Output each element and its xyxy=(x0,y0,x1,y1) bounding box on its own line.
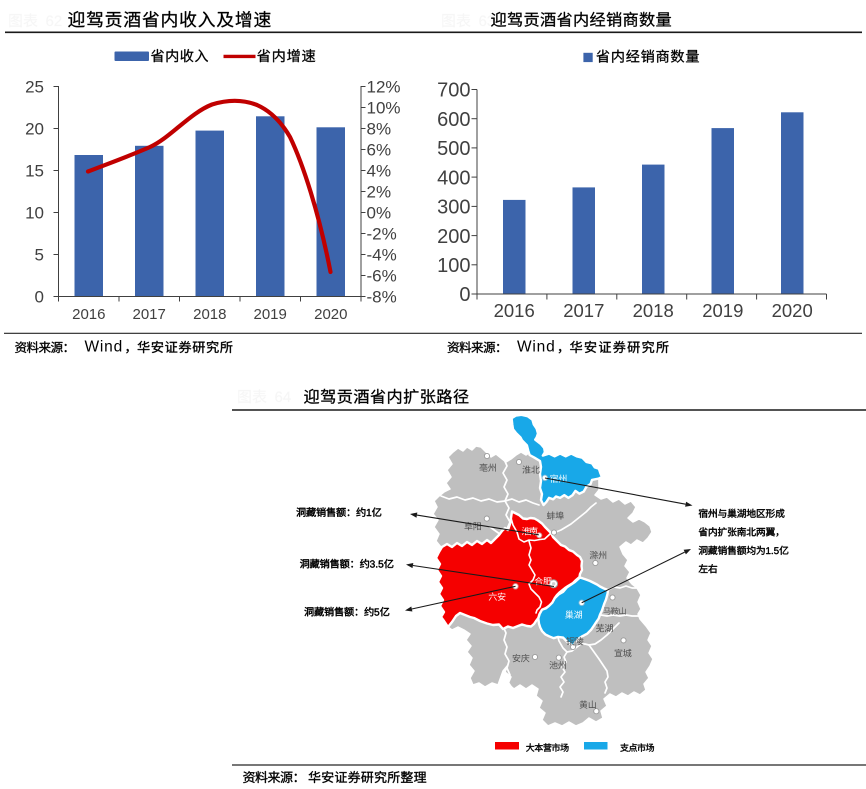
svg-text:2017: 2017 xyxy=(133,306,166,323)
svg-text:12%: 12% xyxy=(367,78,401,97)
svg-text:-8%: -8% xyxy=(367,288,397,307)
svg-text:2%: 2% xyxy=(367,183,392,202)
svg-text:20: 20 xyxy=(25,120,44,139)
svg-text:2016: 2016 xyxy=(72,306,105,323)
svg-text:-6%: -6% xyxy=(367,267,397,286)
svg-text:Wind: Wind xyxy=(517,339,556,356)
svg-text:100: 100 xyxy=(437,255,470,277)
svg-text:5: 5 xyxy=(35,246,44,265)
svg-text:400: 400 xyxy=(437,167,470,189)
svg-text:Wind: Wind xyxy=(85,339,124,356)
svg-text:0%: 0% xyxy=(367,204,392,223)
svg-text:15: 15 xyxy=(25,162,44,181)
svg-text:2019: 2019 xyxy=(254,306,287,323)
svg-text:25: 25 xyxy=(25,78,44,97)
svg-text:2017: 2017 xyxy=(563,300,604,321)
svg-text:200: 200 xyxy=(437,226,470,248)
svg-text:600: 600 xyxy=(437,109,470,131)
svg-text:10%: 10% xyxy=(367,99,401,118)
svg-text:2016: 2016 xyxy=(494,300,535,321)
svg-text:-4%: -4% xyxy=(367,246,397,265)
svg-text:8%: 8% xyxy=(367,120,392,139)
svg-text:2018: 2018 xyxy=(633,300,674,321)
svg-text:0: 0 xyxy=(35,288,44,307)
svg-text:6%: 6% xyxy=(367,141,392,160)
svg-text:2020: 2020 xyxy=(314,306,347,323)
svg-text:500: 500 xyxy=(437,138,470,160)
svg-text:300: 300 xyxy=(437,197,470,219)
svg-text:-2%: -2% xyxy=(367,225,397,244)
svg-text:2018: 2018 xyxy=(193,306,226,323)
svg-text:0: 0 xyxy=(459,284,470,306)
svg-text:4%: 4% xyxy=(367,162,392,181)
svg-text:2020: 2020 xyxy=(772,300,813,321)
svg-text:10: 10 xyxy=(25,204,44,223)
svg-text:700: 700 xyxy=(437,80,470,102)
svg-text:2019: 2019 xyxy=(702,300,743,321)
